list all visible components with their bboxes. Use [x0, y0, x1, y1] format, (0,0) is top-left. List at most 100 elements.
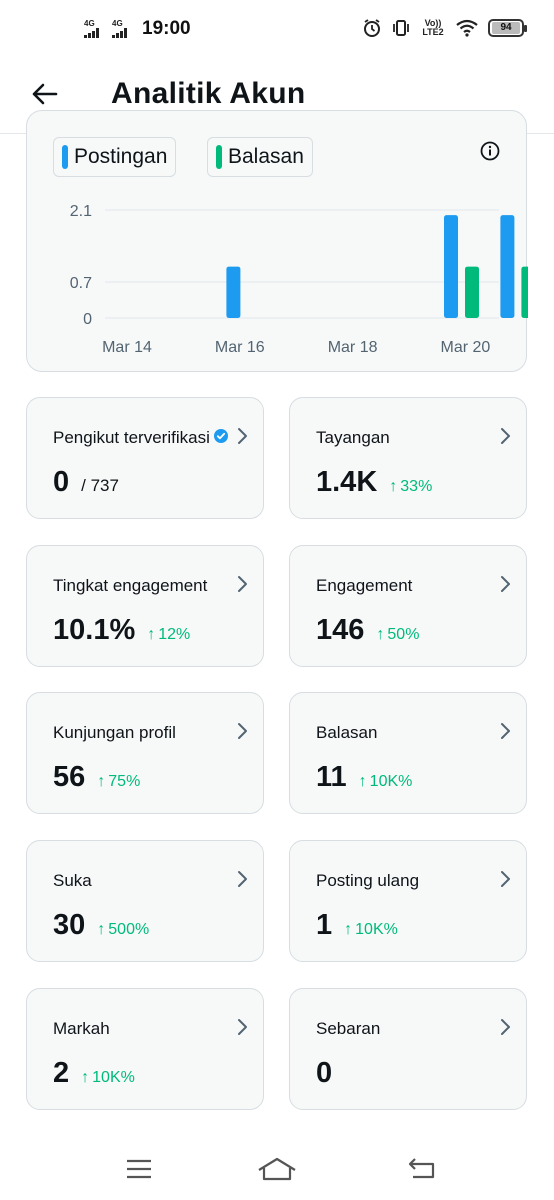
- legend-swatch-postingan: [62, 145, 68, 169]
- stat-label: Engagement: [316, 576, 413, 595]
- stat-value: 0: [53, 466, 70, 498]
- stat-change: ↑ 33%: [389, 478, 432, 496]
- back-nav-button[interactable]: [402, 1154, 442, 1184]
- stat-value: 30: [53, 909, 86, 941]
- arrow-up-icon: ↑: [344, 921, 353, 938]
- stat-value-row: 30 ↑ 500%: [53, 909, 149, 942]
- arrow-up-icon: ↑: [97, 921, 106, 938]
- stat-label: Tayangan: [316, 428, 390, 447]
- chevron-right-icon: [238, 723, 247, 739]
- volte-label: Vo)) LTE2: [422, 18, 444, 37]
- status-left: 4G 4G 19:00: [84, 18, 191, 40]
- x-tick-label: Mar 16: [215, 339, 265, 356]
- arrow-up-icon: ↑: [358, 773, 367, 790]
- chevron-right-icon: [501, 428, 510, 444]
- stat-value-row: 10.1% ↑ 12%: [53, 614, 190, 647]
- chart-card: Postingan Balasan 2.1 0.7 0 Mar 14 Mar 16 Mar…: [26, 110, 528, 372]
- verified-badge-icon: [214, 429, 228, 443]
- stat-change-value: 33%: [400, 478, 433, 495]
- system-nav-bar: [0, 1140, 554, 1200]
- stat-change-value: 50%: [387, 626, 420, 643]
- stat-change: ↑ 12%: [147, 626, 190, 644]
- stat-card[interactable]: Pengikut terverifikasi 0 / 737: [26, 397, 264, 519]
- stat-change: ↑ 75%: [97, 773, 140, 791]
- back-button[interactable]: [26, 76, 62, 112]
- sim2-signal-icon: 4G: [112, 20, 136, 38]
- stat-change: ↑ 10K%: [81, 1069, 135, 1087]
- stat-change: ↑ 10K%: [359, 773, 413, 791]
- stat-card[interactable]: Posting ulang 1 ↑ 10K%: [289, 840, 527, 962]
- stat-value: 0: [316, 1057, 333, 1089]
- back-icon: [408, 1158, 435, 1179]
- stat-card[interactable]: Markah 2 ↑ 10K%: [26, 988, 264, 1110]
- stat-change-value: 10K%: [355, 921, 398, 938]
- info-circle-icon[interactable]: [480, 141, 500, 161]
- sim1-label: 4G: [84, 19, 95, 28]
- x-tick-label: Mar 20: [441, 339, 491, 356]
- stat-card[interactable]: Kunjungan profil 56 ↑ 75%: [26, 692, 264, 814]
- arrow-left-icon: [32, 83, 58, 105]
- stat-change-value: 500%: [108, 921, 150, 938]
- stat-label: Balasan: [316, 723, 378, 742]
- stat-card[interactable]: Tayangan 1.4K ↑ 33%: [289, 397, 527, 519]
- stat-change: ↑ 10K%: [344, 921, 398, 939]
- vibrate-icon: [393, 20, 409, 36]
- stat-value-row: 56 ↑ 75%: [53, 761, 140, 794]
- chart-bar-postingan: [500, 215, 515, 318]
- x-tick-label: Mar 14: [102, 339, 152, 356]
- arrow-up-icon: ↑: [389, 478, 398, 495]
- x-tick-label: Mar 18: [328, 339, 378, 356]
- stat-label: Suka: [53, 871, 92, 890]
- chevron-right-icon: [501, 871, 510, 887]
- menu-icon: [127, 1159, 151, 1179]
- alarm-icon: [364, 19, 380, 37]
- chevron-right-icon: [501, 1019, 510, 1035]
- arrow-up-icon: ↑: [376, 626, 385, 643]
- sim1-signal-icon: 4G: [84, 20, 108, 38]
- sim2-label: 4G: [112, 19, 123, 28]
- wifi-icon: [456, 19, 478, 37]
- stat-total: / 737: [81, 476, 119, 495]
- chart-bar-balasan: [465, 266, 479, 318]
- stat-label: Markah: [53, 1019, 110, 1038]
- stat-value-row: 11 ↑ 10K%: [316, 761, 412, 794]
- stat-value: 1: [316, 909, 333, 941]
- stat-label: Tingkat engagement: [53, 576, 208, 595]
- stat-card[interactable]: Tingkat engagement 10.1% ↑ 12%: [26, 545, 264, 667]
- status-bar: 4G 4G 19:00 Vo)) LTE2 94: [0, 0, 554, 60]
- chevron-right-icon: [238, 428, 247, 444]
- page-title: Analitik Akun: [111, 77, 306, 110]
- chart-bar-postingan: [444, 215, 458, 318]
- legend-label-balasan: Balasan: [228, 145, 304, 168]
- legend-postingan[interactable]: Postingan: [53, 137, 177, 177]
- bar-chart: 2.1 0.7 0 Mar 14 Mar 16 Mar 18 Mar 20: [70, 203, 528, 356]
- stat-card[interactable]: Engagement 146 ↑ 50%: [289, 545, 527, 667]
- chart-bar-postingan: [226, 266, 241, 318]
- stat-card[interactable]: Sebaran 0: [289, 988, 527, 1110]
- chevron-right-icon: [501, 723, 510, 739]
- legend-balasan[interactable]: Balasan: [207, 137, 313, 177]
- stat-card[interactable]: Suka 30 ↑ 500%: [26, 840, 264, 962]
- battery-level: 94: [492, 22, 520, 34]
- y-tick-label: 0: [83, 311, 92, 328]
- chevron-right-icon: [238, 576, 247, 592]
- chevron-right-icon: [238, 871, 247, 887]
- stat-label: Pengikut terverifikasi: [53, 428, 210, 447]
- stat-value: 56: [53, 761, 86, 793]
- stat-label: Sebaran: [316, 1019, 381, 1038]
- stat-value-row: 0: [316, 1057, 332, 1090]
- stat-card[interactable]: Balasan 11 ↑ 10K%: [289, 692, 527, 814]
- stat-value-row: 0 / 737: [53, 466, 119, 499]
- y-tick-label: 0.7: [70, 275, 92, 292]
- stat-value: 1.4K: [316, 466, 378, 498]
- stat-value: 2: [53, 1057, 70, 1089]
- chevron-right-icon: [501, 576, 510, 592]
- home-button[interactable]: [257, 1154, 297, 1184]
- stat-value: 146: [316, 614, 365, 646]
- y-tick-label: 2.1: [70, 203, 92, 220]
- stat-label: Kunjungan profil: [53, 723, 176, 742]
- arrow-up-icon: ↑: [81, 1069, 90, 1086]
- chevron-right-icon: [238, 1019, 247, 1035]
- menu-button[interactable]: [119, 1154, 159, 1184]
- arrow-up-icon: ↑: [147, 626, 156, 643]
